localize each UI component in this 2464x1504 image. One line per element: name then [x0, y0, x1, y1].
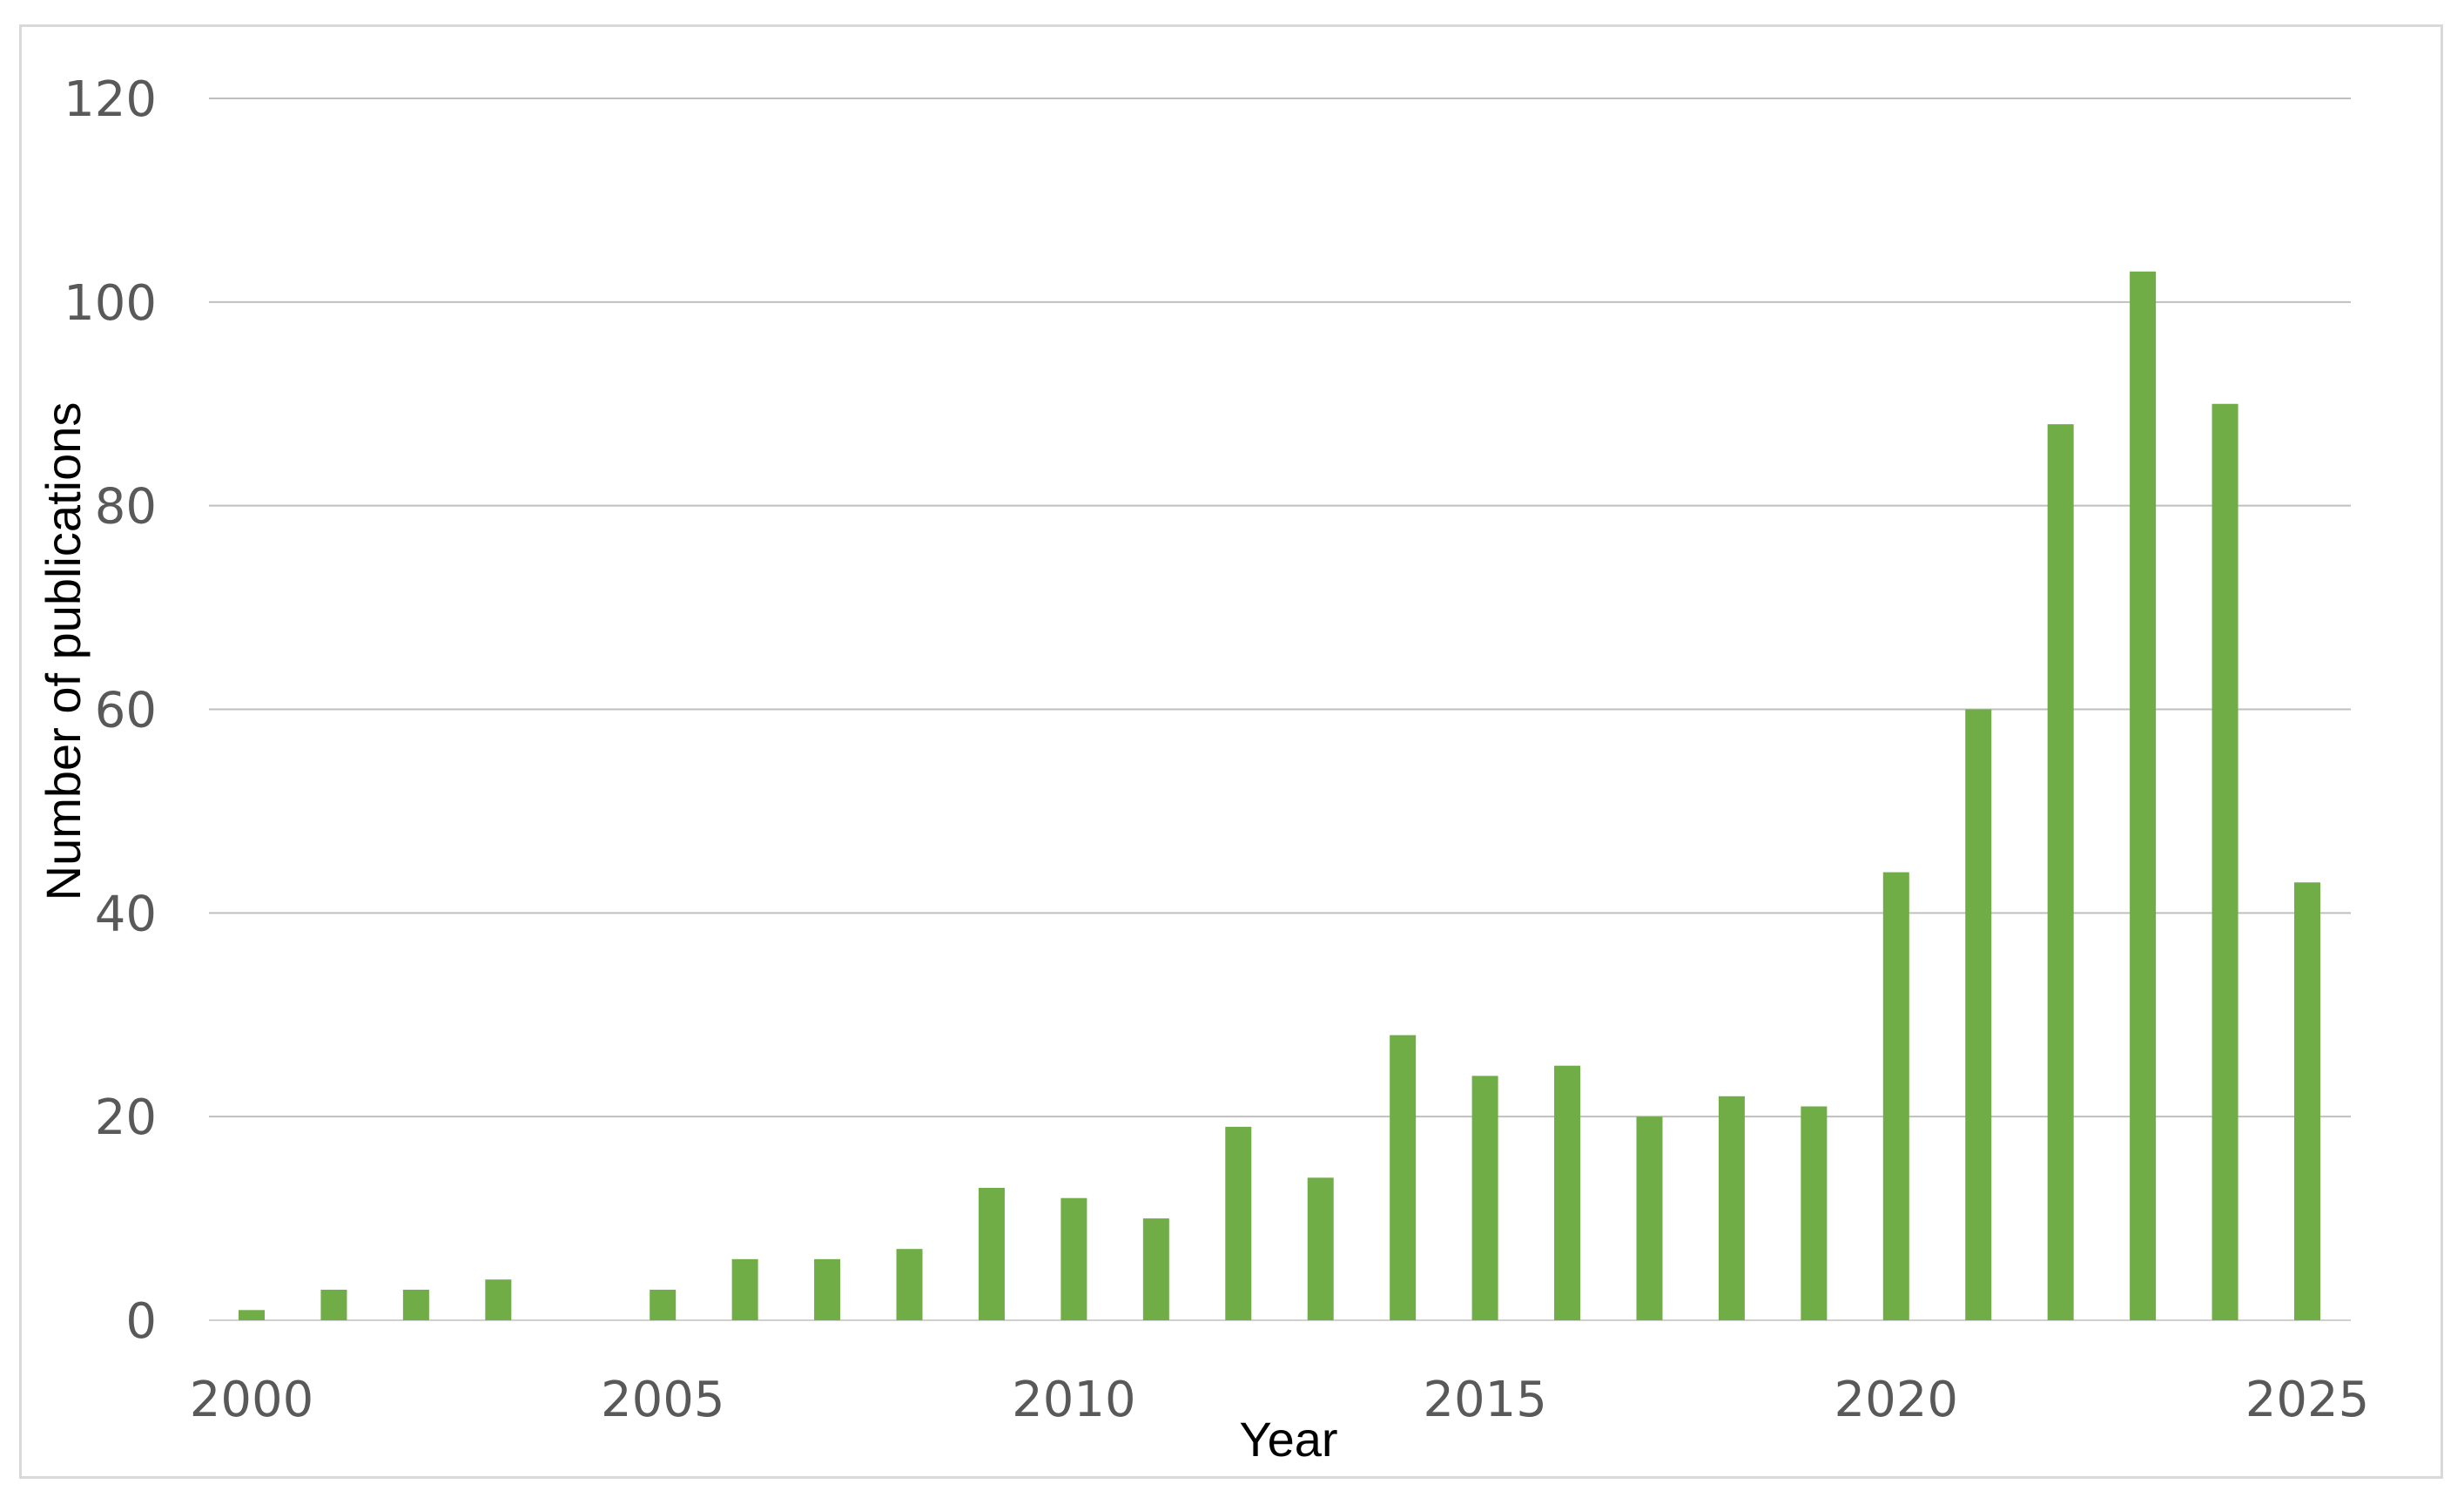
x-tick-label: 2020	[1835, 1372, 1959, 1428]
bar-2023	[2130, 271, 2157, 1321]
bar-2019	[1801, 1106, 1828, 1320]
x-tick-label: 2005	[601, 1372, 725, 1428]
bar-2009	[978, 1188, 1005, 1320]
y-tick-label: 20	[95, 1089, 157, 1146]
y-tick-label: 80	[95, 479, 157, 536]
bar-2001	[320, 1289, 347, 1320]
x-axis-title: Year	[1239, 1412, 1337, 1467]
x-tick-label: 2015	[1423, 1372, 1547, 1428]
bar-2016	[1554, 1065, 1581, 1320]
x-tick-label: 2000	[190, 1372, 314, 1428]
bar-2025	[2294, 882, 2320, 1320]
bar-2007	[814, 1258, 841, 1320]
bar-2002	[402, 1289, 429, 1320]
y-tick-label: 0	[125, 1293, 157, 1350]
bar-2011	[1142, 1218, 1169, 1320]
y-tick-label: 100	[64, 275, 157, 332]
bar-2015	[1471, 1076, 1498, 1320]
bar-2013	[1307, 1177, 1334, 1320]
x-axis-ticks: 2000 2005 2010 2015 2020 2025	[190, 1372, 2370, 1428]
x-tick-label: 2010	[1012, 1372, 1136, 1428]
bar-2003	[485, 1279, 512, 1320]
y-axis-title: Number of publications	[36, 402, 91, 901]
gridlines	[209, 98, 2351, 1321]
bar-2014	[1390, 1035, 1417, 1320]
bar-2024	[2212, 403, 2238, 1320]
bars	[239, 271, 2320, 1321]
y-axis-ticks: 0 20 40 60 80 100 120	[64, 71, 157, 1350]
bar-2012	[1225, 1126, 1252, 1320]
y-tick-label: 40	[95, 886, 157, 942]
bar-2020	[1882, 872, 1909, 1320]
y-tick-label: 120	[64, 71, 157, 128]
x-tick-label: 2025	[2245, 1372, 2370, 1428]
bar-2021	[1965, 709, 1992, 1320]
bar-2010	[1060, 1197, 1087, 1320]
bar-2022	[2047, 424, 2074, 1321]
bar-2017	[1636, 1116, 1663, 1320]
bar-2008	[896, 1249, 923, 1320]
bar-2005	[650, 1289, 677, 1320]
y-tick-label: 60	[95, 683, 157, 739]
bar-2018	[1718, 1096, 1745, 1320]
chart-frame	[19, 24, 2443, 1479]
bar-2000	[239, 1310, 265, 1320]
bar-2006	[731, 1258, 758, 1320]
